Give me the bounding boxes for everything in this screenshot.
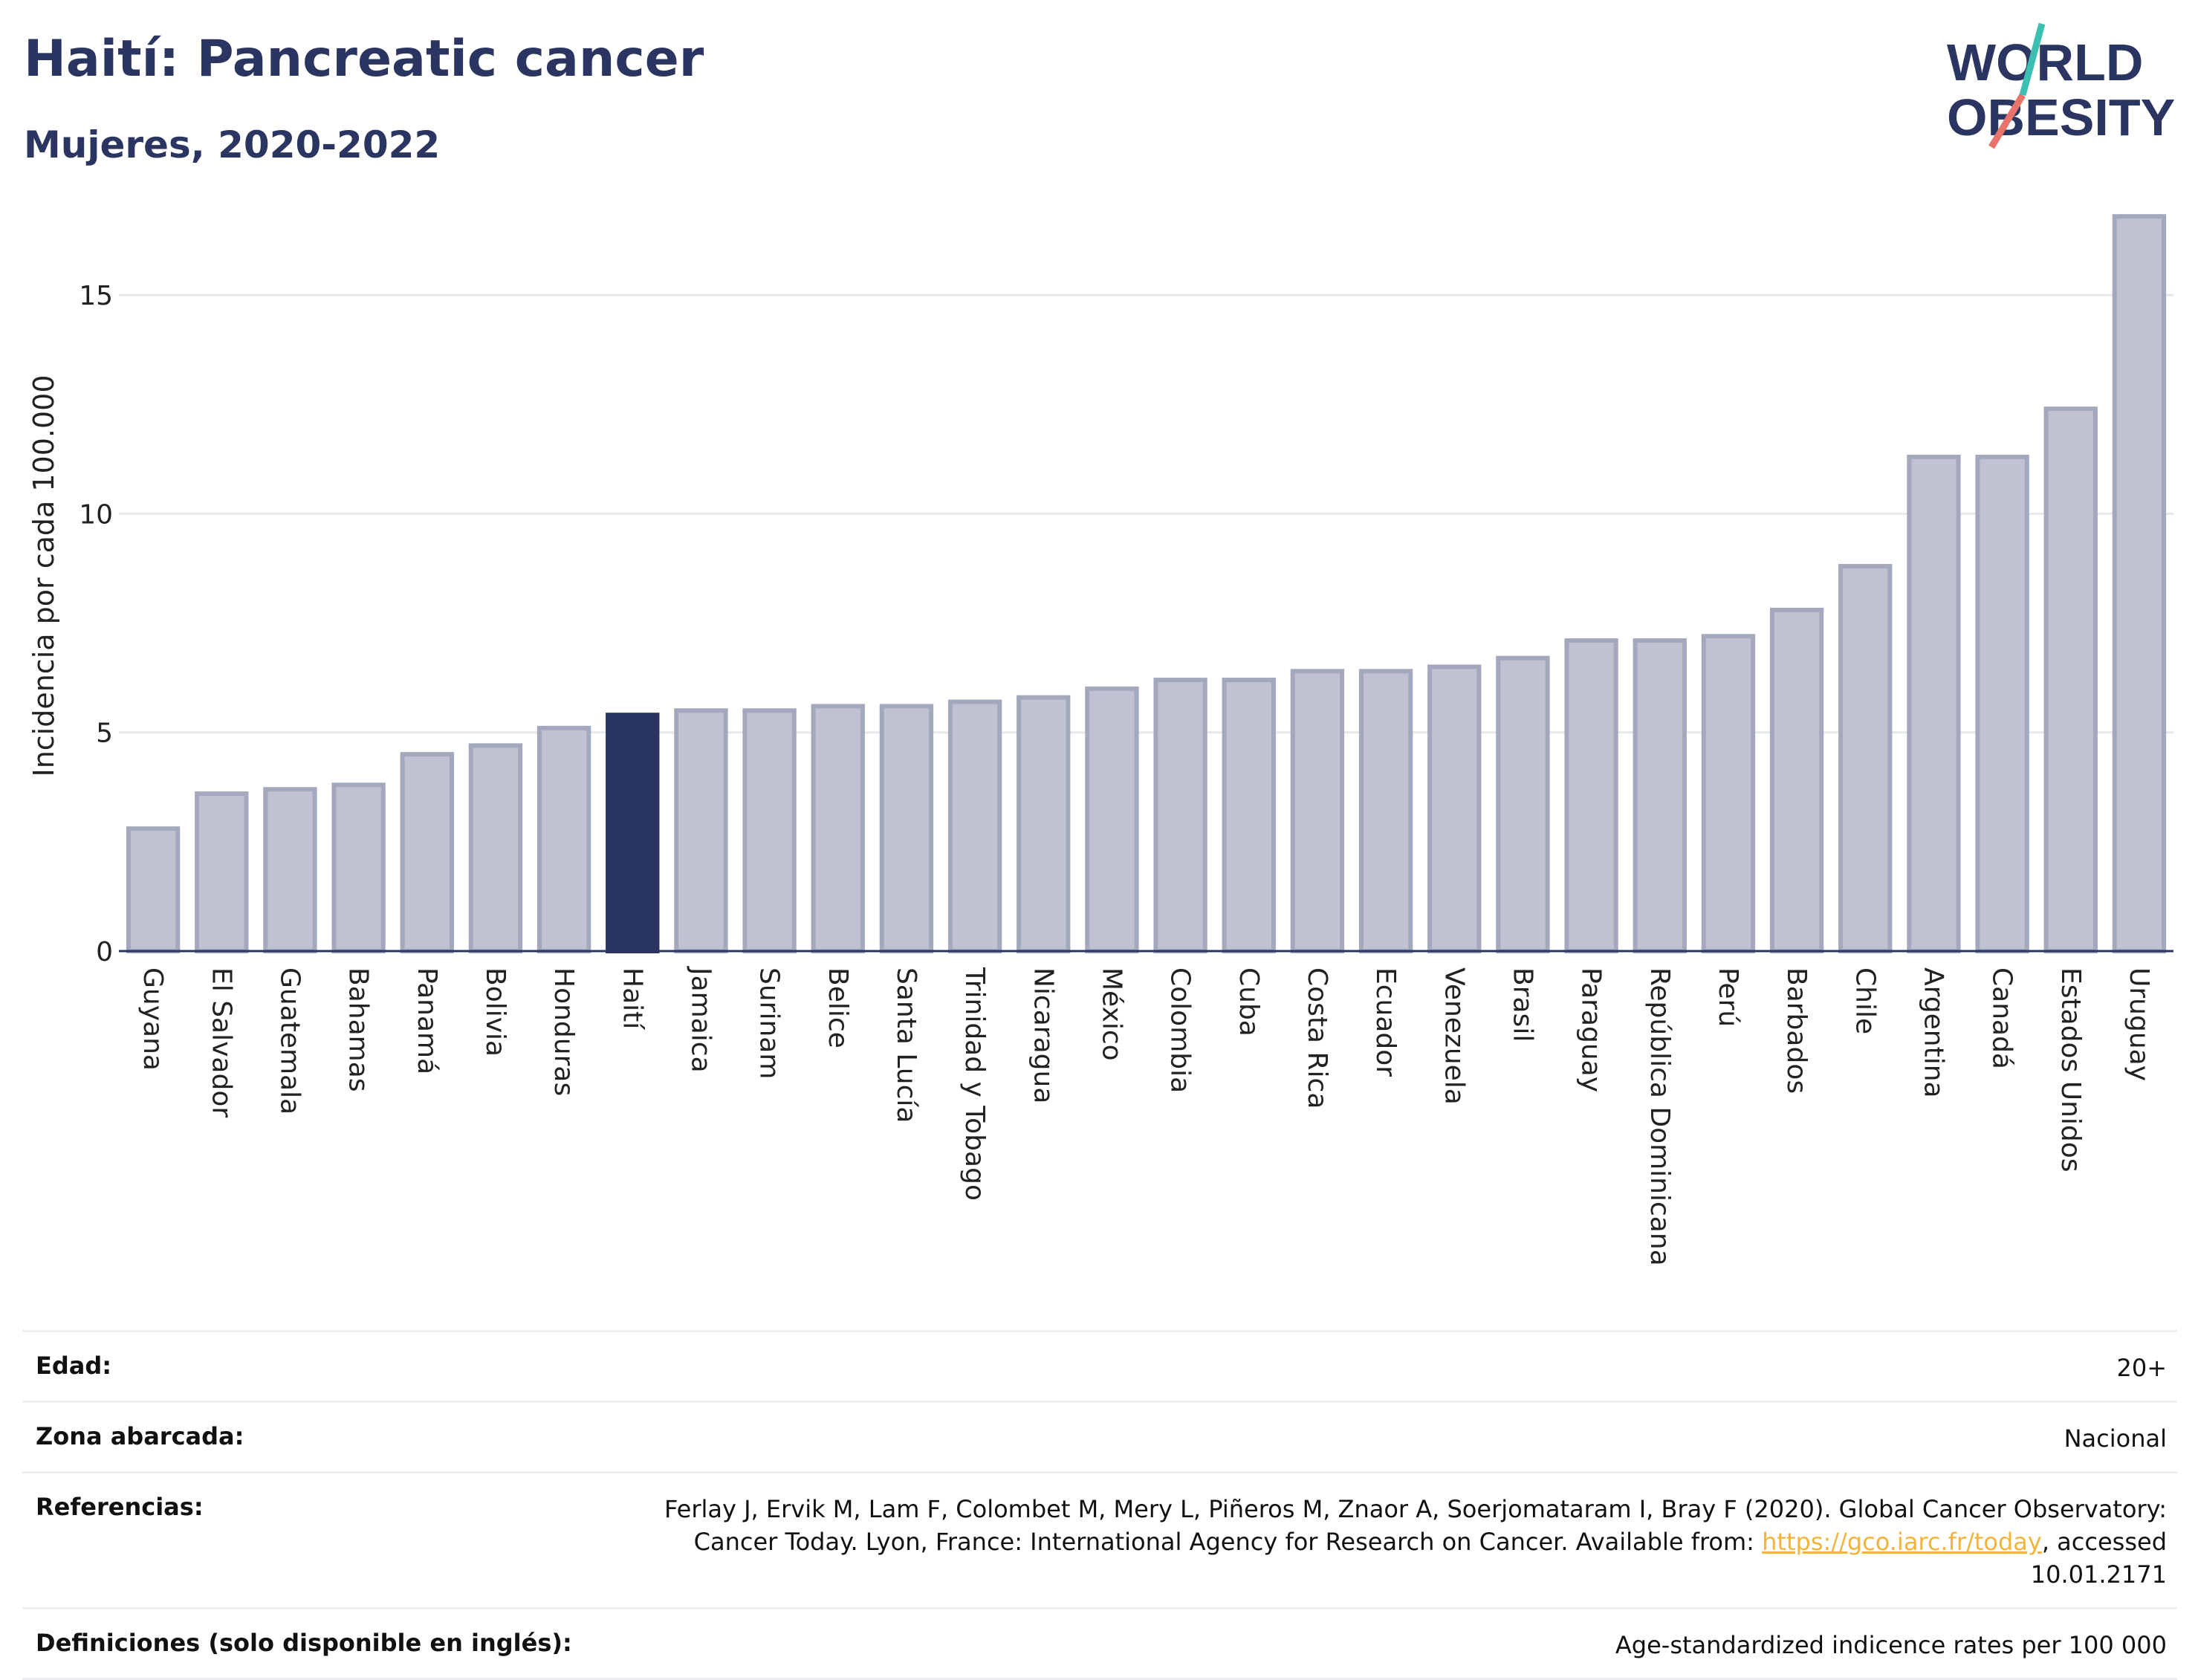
x-tick-label: Guatemala (274, 967, 305, 1115)
x-axis-ticks: Guyana El Salvador Guatemala Bahamas Panamá B… (137, 966, 2154, 1266)
y-tick-label: 0 (96, 937, 113, 967)
x-tick-label: Panamá (412, 967, 442, 1074)
zone-label: Zona abarcada: (36, 1422, 244, 1450)
bar-canadá[interactable] (1975, 454, 2029, 953)
definitions-label: Definiciones (solo disponible en inglés)… (36, 1629, 572, 1657)
bar-cuba[interactable] (1222, 678, 1276, 953)
bar-méxico[interactable] (1085, 686, 1139, 953)
x-tick-label: Brasil (1507, 967, 1537, 1042)
x-tick-label: Colombia (1165, 967, 1196, 1093)
x-tick-label: Perú (1713, 967, 1743, 1027)
bar-perú[interactable] (1701, 634, 1756, 953)
bar-guyana[interactable] (126, 826, 181, 953)
x-tick-label: Belice (823, 967, 853, 1048)
x-tick-label: Trinidad y Tobago (959, 967, 990, 1201)
x-tick-label: El Salvador (206, 967, 236, 1118)
x-tick-label: Costa Rica (1302, 967, 1332, 1109)
x-tick-label: Argentina (1918, 967, 1948, 1098)
references-text: Ferlay J, Ervik M, Lam F, Colombet M, Me… (664, 1495, 2167, 1556)
age-label: Edad: (36, 1352, 112, 1380)
logo-line2: OBESITY (1947, 88, 2175, 146)
definitions-value: Age-standardized indicence rates per 100… (1615, 1631, 2167, 1659)
info-row-age: Edad: 20+ (22, 1330, 2177, 1401)
bar-ecuador[interactable] (1358, 669, 1413, 953)
x-tick-label: Uruguay (2124, 967, 2154, 1081)
x-tick-label: Venezuela (1439, 967, 1469, 1105)
y-axis-label: Incidencia por cada 100.000 (27, 374, 60, 776)
y-tick-label: 15 (79, 281, 113, 311)
bar-chart: 0 5 10 15 Guyana El Salvador Guatemala Bahamas… (27, 214, 2173, 1266)
x-tick-label: Barbados (1781, 967, 1812, 1094)
info-table: Edad: 20+ Zona abarcada: Nacional Refere… (22, 1330, 2177, 1680)
y-tick-label: 5 (96, 719, 113, 749)
logo-slash-teal (2019, 22, 2046, 97)
bar-surinam[interactable] (742, 708, 797, 953)
bar-bolivia[interactable] (468, 743, 523, 953)
x-tick-label: Ecuador (1370, 967, 1401, 1077)
bar-panamá[interactable] (400, 752, 454, 954)
x-tick-label: Haití (617, 967, 647, 1030)
y-tick-label: 10 (79, 499, 113, 530)
info-row-references: Referencias: Ferlay J, Ervik M, Lam F, C… (22, 1471, 2177, 1607)
references-label: Referencias: (36, 1493, 204, 1521)
world-obesity-logo: WORLD OBESITY (1947, 22, 2175, 149)
bar-santa-lucía[interactable] (879, 704, 934, 954)
x-tick-label: Santa Lucía (891, 967, 921, 1123)
references-link[interactable]: https://gco.iarc.fr/today (1762, 1528, 2042, 1556)
bar-uruguay[interactable] (2112, 214, 2167, 953)
bar-argentina[interactable] (1907, 454, 1961, 953)
grid-lines (119, 293, 2173, 734)
bar-brasil[interactable] (1496, 655, 1550, 954)
references-value: Ferlay J, Ervik M, Lam F, Colombet M, Me… (606, 1493, 2167, 1591)
bar-chile[interactable] (1838, 564, 1893, 953)
bar-jamaica[interactable] (674, 708, 728, 953)
x-tick-label: Chile (1850, 967, 1880, 1034)
bar-guatemala[interactable] (263, 787, 317, 953)
age-value: 20+ (2116, 1354, 2167, 1382)
chart-title: Haití: Pancreatic cancer (24, 30, 704, 88)
bar-estados-unidos[interactable] (2043, 406, 2098, 953)
y-axis-ticks: 0 5 10 15 (79, 281, 113, 967)
x-tick-label: Cuba (1233, 967, 1264, 1037)
x-tick-label: Nicaragua (1028, 967, 1058, 1103)
x-tick-label: Estados Unidos (2055, 967, 2086, 1173)
x-tick-label: Paraguay (1576, 967, 1607, 1092)
bar-bahamas[interactable] (331, 782, 386, 954)
x-tick-label: Jamaica (685, 966, 716, 1073)
bar-costa-rica[interactable] (1290, 669, 1345, 953)
bar-belice[interactable] (811, 704, 865, 954)
bar-honduras[interactable] (536, 725, 591, 953)
chart-subtitle: Mujeres, 2020-2022 (24, 123, 441, 166)
info-row-zone: Zona abarcada: Nacional (22, 1401, 2177, 1471)
bar-paraguay[interactable] (1564, 638, 1618, 953)
zone-value: Nacional (2064, 1424, 2167, 1453)
bar-nicaragua[interactable] (1017, 695, 1071, 954)
x-tick-label: Bahamas (343, 967, 374, 1092)
info-row-definitions: Definiciones (solo disponible en inglés)… (22, 1607, 2177, 1680)
bar-colombia[interactable] (1153, 678, 1207, 953)
logo-line1: WORLD (1947, 33, 2143, 91)
bar-trinidad-y-tobago[interactable] (947, 699, 1002, 953)
bar-haití[interactable] (606, 713, 660, 954)
bar-barbados[interactable] (1769, 607, 1824, 954)
x-tick-label: República Dominicana (1644, 967, 1675, 1266)
references-accessed: , accessed 10.01.2171 (2030, 1528, 2167, 1589)
bar-venezuela[interactable] (1427, 664, 1482, 954)
x-tick-label: Bolivia (480, 967, 510, 1057)
bars (126, 214, 2167, 954)
x-tick-label: Guyana (137, 967, 168, 1071)
logo-slash-red (1988, 93, 2026, 149)
bar-república-dominicana[interactable] (1633, 638, 1687, 953)
x-tick-label: México (1096, 967, 1126, 1061)
bar-el-salvador[interactable] (195, 791, 249, 953)
x-tick-label: Honduras (548, 967, 579, 1096)
x-tick-label: Surinam (754, 967, 785, 1079)
x-tick-label: Canadá (1987, 967, 2017, 1069)
